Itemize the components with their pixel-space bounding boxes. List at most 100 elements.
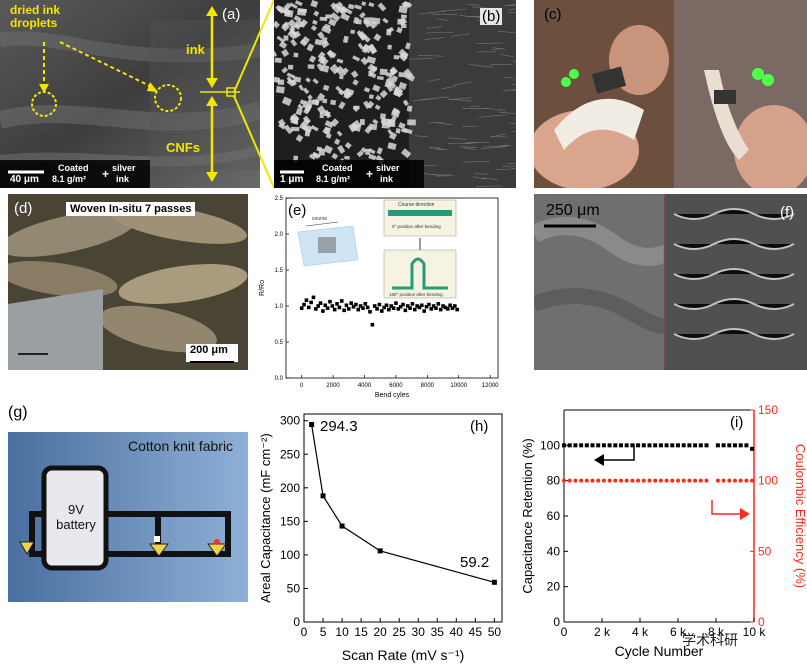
data-point-e [443, 305, 448, 310]
panel-c-image [534, 0, 807, 188]
panel-g-image [8, 432, 248, 602]
x-tick-label-i: 2 k [594, 625, 611, 639]
y-tick-label-h: 100 [280, 548, 300, 562]
data-point-e [354, 302, 358, 307]
data-point-efficiency [687, 478, 692, 483]
data-point-retention [693, 443, 698, 448]
panel-d: (d) Woven In-situ 7 passes 200 μm [8, 194, 248, 370]
coated-b: Coated [322, 163, 353, 173]
inset-course: course [297, 216, 359, 267]
data-point-retention [596, 443, 601, 448]
y-tick-label-e: 0.5 [275, 340, 284, 346]
scale-bar-a: 40 μm [10, 174, 39, 185]
data-point-h [309, 422, 315, 428]
data-point-e [398, 304, 403, 309]
panel-i-label: (i) [730, 414, 744, 431]
plus-a: + [102, 167, 110, 181]
y-right-tick-label-i: 100 [758, 474, 778, 488]
ink-a: ink [116, 174, 130, 184]
x-tick-label-e: 0 [300, 383, 304, 389]
x-tick-label-i: 0 [561, 625, 568, 639]
data-point-e [309, 300, 313, 305]
y-tick-label-e: 2.0 [275, 232, 284, 238]
annotation-bottom: 59.2 [460, 554, 490, 571]
data-point-retention [698, 443, 703, 448]
data-point-e [325, 306, 330, 310]
y-left-tick-label-i: 0 [553, 615, 560, 629]
data-point-e [375, 307, 379, 311]
data-point-retention [676, 443, 680, 448]
data-point-e [396, 307, 401, 311]
y-tick-label-h: 150 [280, 514, 300, 528]
data-point-e [370, 322, 375, 327]
data-point-e [314, 307, 318, 311]
data-point-retention [636, 443, 641, 448]
x-tick-label-h: 10 [335, 625, 349, 639]
scale-bar-b: 1 μm [280, 174, 304, 185]
data-point-e [436, 302, 441, 306]
data-point-efficiency [562, 478, 566, 483]
data-point-retention [658, 443, 663, 448]
chart-i: 0 20 40 60 80 100 0 50 100 150 0 2 k 4 k 6 k 8 k 10 k Cy… [520, 404, 807, 659]
data-point-efficiency [698, 478, 703, 483]
x-tick-label-e: 6000 [389, 383, 403, 389]
data-point-e [445, 307, 450, 311]
panel-d-image [8, 194, 248, 370]
data-point-e [332, 307, 337, 312]
y-tick-label-h: 0 [293, 615, 300, 629]
data-point-efficiency [681, 478, 686, 483]
data-point-retention [584, 443, 589, 448]
data-point-retention [750, 446, 755, 451]
data-point-e [410, 302, 415, 306]
panel-g-label: (g) [8, 404, 28, 421]
scale-bar-d: 200 μm [190, 344, 228, 356]
data-point-e [379, 309, 384, 313]
silver-b: silver [376, 163, 400, 173]
data-point-efficiency [647, 478, 652, 483]
panel-c: (c) [534, 0, 807, 188]
y-right-tick-label-i: 50 [758, 544, 772, 558]
x-tick-label-h: 35 [431, 625, 445, 639]
data-point-efficiency [727, 478, 732, 483]
data-point-e [323, 303, 328, 308]
data-point-retention [619, 443, 623, 448]
x-tick-label-e: 10000 [450, 383, 467, 389]
panel-f-label: (f) [780, 204, 795, 221]
data-point-e [361, 306, 365, 310]
data-point-retention [579, 443, 584, 448]
y-left-tick-label-i: 80 [547, 474, 561, 488]
data-point-retention [715, 443, 720, 448]
data-point-retention [567, 443, 572, 448]
data-point-e [330, 304, 335, 308]
data-point-retention [670, 443, 675, 448]
x-axis-label-e: Bend cyles [375, 392, 410, 399]
panel-b-image [274, 0, 516, 188]
data-point-retention [738, 443, 743, 448]
data-point-e [394, 301, 398, 305]
x-tick-label-i: 10 k [743, 625, 767, 639]
data-point-e [412, 307, 417, 312]
data-point-e [358, 304, 363, 308]
y-right-tick-label-i: 150 [758, 404, 778, 417]
panel-d-label: (d) [14, 200, 33, 217]
arrow-left-series [594, 444, 635, 466]
inset-0-text: 0° position after bending [392, 224, 441, 229]
data-point-e [450, 306, 455, 310]
data-point-retention [653, 443, 658, 448]
x-tick-label-h: 20 [373, 625, 387, 639]
data-point-retention [733, 443, 737, 448]
data-point-e [321, 309, 325, 313]
data-point-efficiency [590, 478, 595, 483]
ink-label: ink [186, 42, 205, 57]
panel-c-label: (c) [544, 6, 562, 23]
data-point-efficiency [721, 478, 726, 483]
droplets-label: dried ink droplets [10, 3, 61, 30]
cnfs-label: CNFs [166, 140, 200, 155]
data-point-retention [681, 443, 686, 448]
data-point-e [422, 309, 426, 313]
data-point-retention [721, 443, 726, 448]
data-point-e [434, 306, 438, 310]
data-point-efficiency [664, 478, 669, 483]
coated-a: Coated [58, 163, 89, 173]
